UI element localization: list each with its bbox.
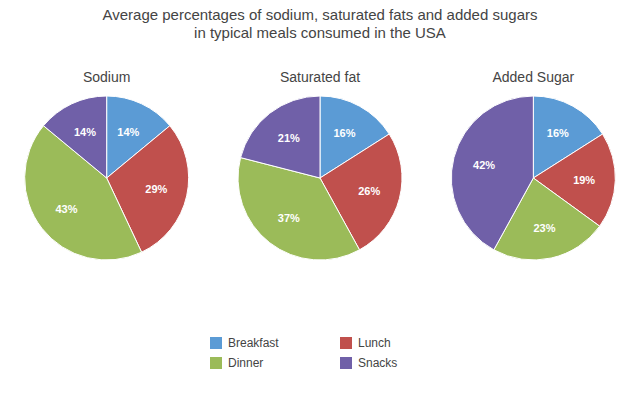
data-label: 19% [573,174,595,186]
data-label: 16% [333,127,355,139]
data-label: 42% [473,159,495,171]
pie-title: Sodium [83,69,130,85]
legend-label: Snacks [358,356,397,370]
chart-title-line: Average percentages of sodium, saturated… [102,6,537,23]
legend-item: Dinner [210,356,263,370]
pie-slice [43,96,106,178]
chart-root: Average percentages of sodium, saturated… [0,0,640,395]
legend-item: Lunch [340,336,391,350]
legend: Breakfast Lunch Dinner Snacks [210,336,397,370]
pie-title: Added Sugar [492,69,574,85]
data-labels: 16% 19% 23% 42% [473,127,595,233]
pie-slice [451,96,533,250]
data-label: 14% [117,126,139,138]
data-labels: 16% 26% 37% 21% [278,127,381,224]
pie-group [25,96,189,260]
data-label: 26% [358,185,380,197]
legend-item: Snacks [340,356,397,370]
pie-group [451,96,615,260]
data-label: 14% [74,126,96,138]
legend-swatch [340,357,352,369]
data-label: 43% [55,203,77,215]
data-label: 29% [145,183,167,195]
data-labels: 14% 29% 43% 14% [55,126,167,215]
chart-title: Average percentages of sodium, saturated… [102,6,537,41]
data-label: 21% [278,132,300,144]
pie-title: Saturated fat [280,69,360,85]
legend-item: Breakfast [210,336,279,350]
legend-swatch [210,357,222,369]
legend-swatch [340,337,352,349]
data-label: 37% [278,212,300,224]
data-label: 23% [533,222,555,234]
legend-label: Breakfast [228,336,279,350]
data-label: 16% [547,127,569,139]
chart-title-line: in typical meals consumed in the USA [194,24,446,41]
pie-slice [241,96,320,178]
pie-group [238,96,402,260]
legend-swatch [210,337,222,349]
legend-label: Lunch [358,336,391,350]
legend-label: Dinner [228,356,263,370]
